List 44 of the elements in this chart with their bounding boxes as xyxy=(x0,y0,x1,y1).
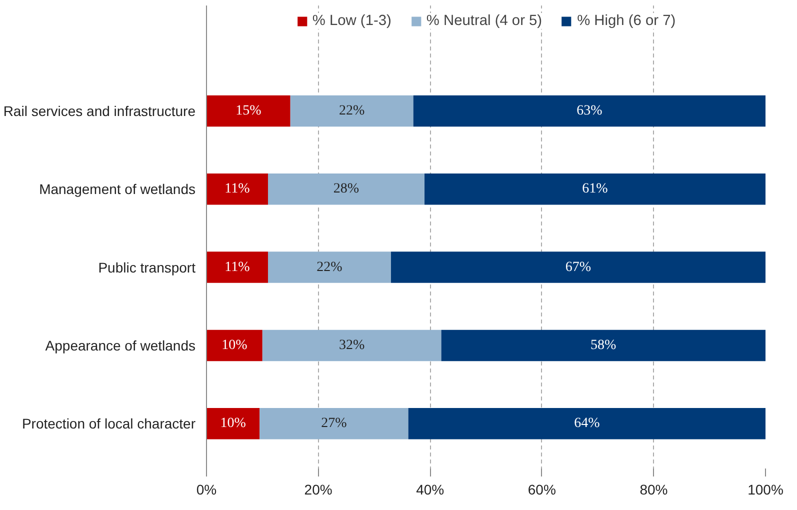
x-tick-label: 40% xyxy=(416,482,444,498)
data-label: 63% xyxy=(576,104,603,119)
y-tick-label: Appearance of wetlands xyxy=(45,337,196,354)
data-label: 11% xyxy=(224,260,250,275)
data-label: 32% xyxy=(339,338,366,353)
data-label: 22% xyxy=(316,260,343,275)
x-tick-label: 20% xyxy=(304,482,332,498)
y-tick-label: Rail services and infrastructure xyxy=(3,103,196,120)
data-label: 67% xyxy=(565,260,592,275)
data-label: 22% xyxy=(339,104,366,119)
bar xyxy=(206,174,268,205)
bar xyxy=(206,252,268,283)
bar xyxy=(268,252,391,283)
bar xyxy=(260,408,408,440)
legend-label: % High (6 or 7) xyxy=(577,13,676,29)
x-tick-label: 60% xyxy=(528,482,556,498)
bar xyxy=(206,95,290,127)
legend-label: % Neutral (4 or 5) xyxy=(426,13,542,29)
x-tick-label: 0% xyxy=(196,482,217,498)
y-tick-label: Management of wetlands xyxy=(39,181,196,198)
bar xyxy=(206,330,262,362)
bar xyxy=(268,174,425,205)
data-label: 64% xyxy=(574,416,600,432)
bar xyxy=(262,330,442,362)
bar xyxy=(424,174,766,205)
y-tick-label: Protection of local character xyxy=(22,416,196,432)
data-label: 61% xyxy=(582,182,608,197)
bar xyxy=(290,95,414,127)
data-label: 27% xyxy=(321,416,348,432)
data-label: 28% xyxy=(333,182,360,197)
legend-label: % Low (1-3) xyxy=(312,13,392,29)
bar xyxy=(408,408,766,440)
bar xyxy=(390,252,766,283)
data-label: 10% xyxy=(222,338,248,353)
data-label: 15% xyxy=(236,104,262,119)
bar xyxy=(441,330,766,362)
data-label: 11% xyxy=(224,182,250,197)
bar xyxy=(206,408,260,440)
x-tick-label: 100% xyxy=(748,482,784,498)
bar xyxy=(413,95,766,127)
data-label: 58% xyxy=(590,338,617,353)
y-tick-label: Public transport xyxy=(98,259,196,276)
x-tick-label: 80% xyxy=(640,482,668,498)
data-label: 10% xyxy=(220,416,246,432)
